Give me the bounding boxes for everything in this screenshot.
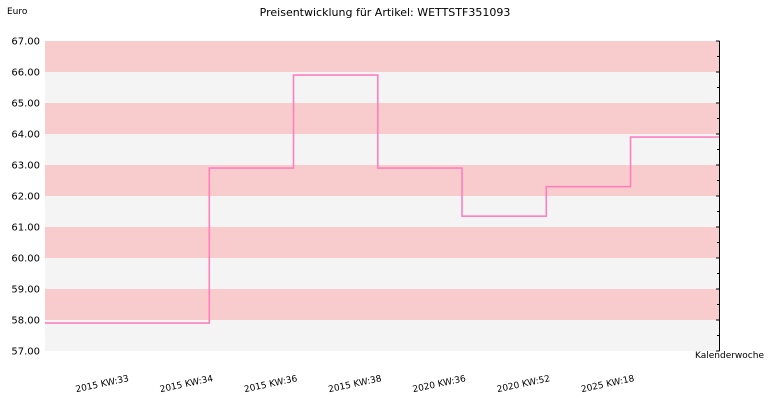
plot-band [45,227,719,258]
x-tick-label: 2015 KW:34 [159,374,214,395]
plot-band [45,103,719,134]
plot-band [45,134,719,165]
y-tick-label: 65.00 [11,99,40,110]
plot-band [45,258,719,289]
x-tick-label: 2015 KW:36 [243,374,298,395]
y-tick-label: 61.00 [11,223,40,234]
y-tick-label: 60.00 [11,254,40,265]
x-axis-label: Kalenderwoche [694,351,764,361]
plot-band [45,196,719,227]
y-tick-label: 66.00 [11,68,40,79]
y-tick-label: 63.00 [11,161,40,172]
x-tick-label: 2020 KW:36 [412,374,467,395]
plot-band [45,72,719,103]
plot-band [45,41,719,72]
y-tick-label: 59.00 [11,285,40,296]
plot-band [45,320,719,351]
y-tick-label: 67.00 [11,37,40,48]
price-step-line [45,74,719,324]
y-tick-label: 62.00 [11,192,40,203]
y-tick-label: 58.00 [11,316,40,327]
y-tick-label: 57.00 [11,347,40,358]
plot-band [45,165,719,196]
x-tick-label: 2015 KW:38 [328,374,383,395]
chart-title: Preisentwicklung für Artikel: WETTSTF351… [259,6,511,19]
x-tick-label: 2025 KW:18 [580,374,635,395]
x-tick-label: 2015 KW:33 [75,374,130,395]
x-tick-label: 2020 KW:52 [496,374,551,395]
plot-band [45,289,719,320]
y-tick-label: 64.00 [11,130,40,141]
y-axis-label: Euro [7,7,28,17]
